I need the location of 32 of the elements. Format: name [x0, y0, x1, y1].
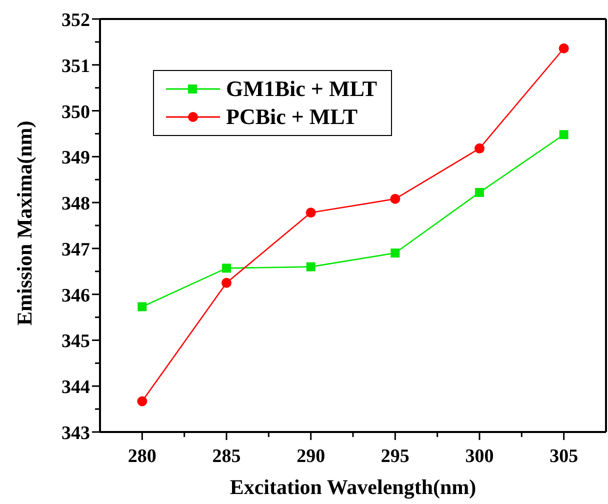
x-tick-label: 280	[128, 446, 156, 467]
y-tick-label: 345	[62, 331, 90, 352]
point	[306, 208, 316, 218]
point	[390, 248, 400, 258]
point	[306, 262, 316, 272]
point	[558, 43, 569, 54]
y-tick-label: 349	[62, 148, 90, 169]
point	[222, 264, 231, 273]
x-tick-label: 295	[380, 446, 410, 467]
legend-label: GM1Bic + MLT	[226, 76, 378, 102]
point	[475, 188, 484, 197]
x-axis-title: Excitation Wavelength(nm)	[230, 475, 476, 499]
y-tick-label: 351	[62, 56, 90, 77]
y-tick-label: 347	[62, 239, 90, 260]
point	[138, 302, 147, 312]
y-tick-label: 350	[62, 102, 90, 123]
x-tick-label: 290	[296, 446, 326, 467]
y-tick-label: 343	[62, 423, 90, 444]
y-tick-label: 348	[62, 194, 90, 215]
x-tick-label: 285	[212, 446, 241, 467]
y-tick-label: 352	[62, 10, 90, 31]
x-tick-label: 300	[465, 446, 494, 467]
point	[559, 130, 568, 140]
legend-label: PCBic + MLT	[226, 104, 358, 130]
y-tick-label: 346	[62, 285, 90, 306]
point	[390, 194, 400, 204]
point	[222, 278, 232, 288]
point	[474, 143, 484, 154]
point	[137, 396, 148, 406]
y-tick-label: 344	[62, 377, 90, 398]
x-tick-label: 305	[550, 446, 578, 467]
y-axis-title: Emission Maxima(nm)	[12, 120, 36, 326]
